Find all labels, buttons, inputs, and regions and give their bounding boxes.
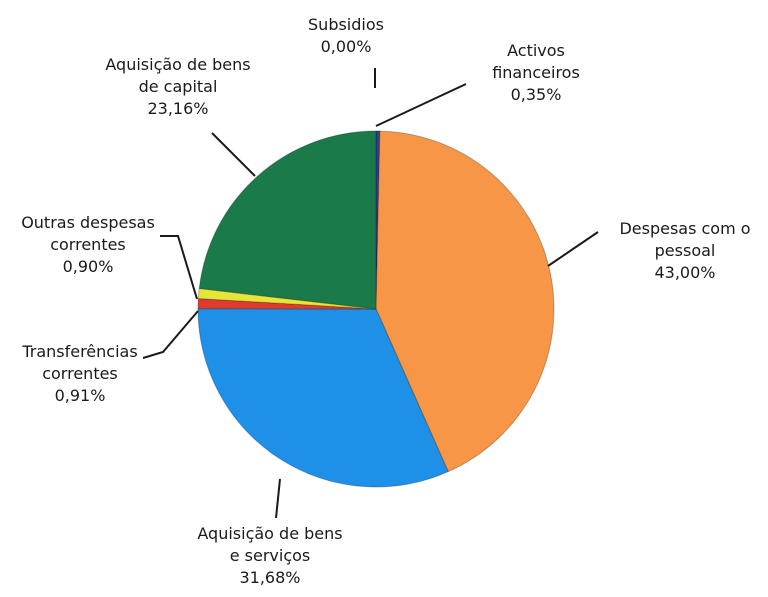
pie-slice-activos-financeiros — [375, 130, 381, 310]
slice-percent: 31,68% — [239, 568, 300, 587]
slice-label-outras-despesas-correntes: Outras despesas correntes 0,90% — [21, 213, 155, 276]
leader-line-aquisicao-de-bens-de-capital — [211, 132, 256, 177]
leader-line-activos-financeiros — [375, 83, 467, 127]
slice-labels: Activos financeiros 0,35% Despesas com o pes… — [21, 15, 750, 587]
slice-label-activos-financeiros: Activos financeiros 0,35% — [492, 41, 580, 104]
slice-label-aquisicao-de-bens-e-servicos: Aquisição de bens e serviços 31,68% — [197, 524, 342, 587]
pie-slice-aquisicao-de-bens-de-capital — [198, 130, 377, 310]
leader-line-aquisicao-de-bens-e-servicos — [275, 478, 281, 519]
leader-line-despesas-com-o-pessoal — [547, 231, 599, 267]
slice-percent: 23,16% — [147, 99, 208, 118]
pie-slice-despesas-com-o-pessoal — [375, 130, 555, 473]
slice-name-line: Transferências — [21, 342, 137, 361]
slice-percent: 43,00% — [654, 263, 715, 282]
slice-name-line: correntes — [42, 364, 118, 383]
slice-name-line: Subsidios — [308, 15, 384, 34]
slice-label-subsidios: Subsidios 0,00% — [308, 15, 384, 56]
slice-percent: 0,91% — [55, 386, 106, 405]
pie-slice-outras-despesas-correntes — [197, 287, 377, 310]
pie-slices — [197, 130, 555, 488]
slice-name-line: Outras despesas — [21, 213, 155, 232]
slice-name-line: e serviços — [230, 546, 311, 565]
slice-name-line: Despesas com o — [619, 219, 750, 238]
slice-name-line: Aquisição de bens — [105, 55, 250, 74]
pie-slice-transferencias-correntes — [197, 297, 377, 310]
leader-lines — [142, 68, 599, 519]
leader-line-outras-despesas-correntes — [160, 235, 198, 300]
slice-name-line: correntes — [50, 235, 126, 254]
pie-slice-aquisicao-de-bens-e-servicos — [197, 308, 449, 488]
slice-percent: 0,35% — [511, 85, 562, 104]
slice-name-line: financeiros — [492, 63, 580, 82]
leader-line-transferencias-correntes — [142, 310, 199, 359]
slice-name-line: de capital — [139, 77, 218, 96]
slice-label-aquisicao-de-bens-de-capital: Aquisição de bens de capital 23,16% — [105, 55, 250, 118]
slice-name-line: Activos — [507, 41, 565, 60]
slice-name-line: Aquisição de bens — [197, 524, 342, 543]
slice-percent: 0,00% — [321, 37, 372, 56]
slice-label-transferencias-correntes: Transferências correntes 0,91% — [21, 342, 137, 405]
slice-label-despesas-com-o-pessoal: Despesas com o pessoal 43,00% — [619, 219, 750, 282]
slice-name-line: pessoal — [655, 241, 716, 260]
slice-percent: 0,90% — [63, 257, 114, 276]
